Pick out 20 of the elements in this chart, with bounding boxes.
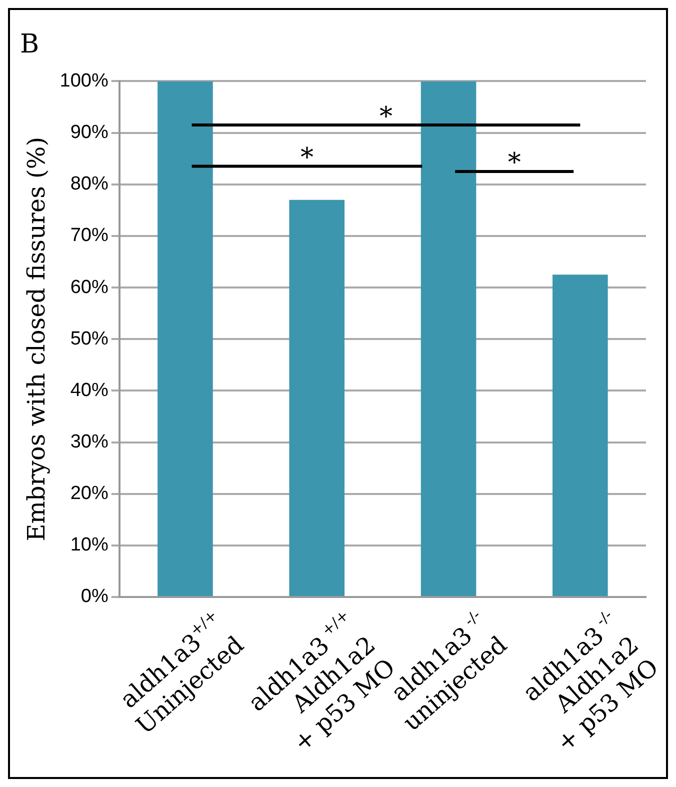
annotation: * xyxy=(508,148,521,178)
y-tick-label: 90% xyxy=(70,122,108,144)
bar xyxy=(289,200,345,596)
bar xyxy=(420,81,476,596)
y-tick-label: 40% xyxy=(70,380,108,401)
y-tick-label: 80% xyxy=(70,174,108,195)
y-tick-label: 20% xyxy=(70,483,108,504)
annotation: * xyxy=(379,102,392,132)
y-tick-label: 100% xyxy=(60,70,108,92)
y-tick-label: 60% xyxy=(70,276,108,298)
y-tick-label: 10% xyxy=(70,534,108,556)
bar xyxy=(552,274,608,596)
y-tick-label: 50% xyxy=(70,328,108,350)
y-tick-label: 30% xyxy=(70,431,108,452)
y-tick-label: 0% xyxy=(80,586,108,608)
y-tick-label: 70% xyxy=(70,225,108,246)
chart-title: B xyxy=(20,29,40,60)
annotation: * xyxy=(300,143,314,174)
y-axis-title: Embryos with closed fissures (%) xyxy=(22,136,51,542)
bar xyxy=(158,81,213,596)
